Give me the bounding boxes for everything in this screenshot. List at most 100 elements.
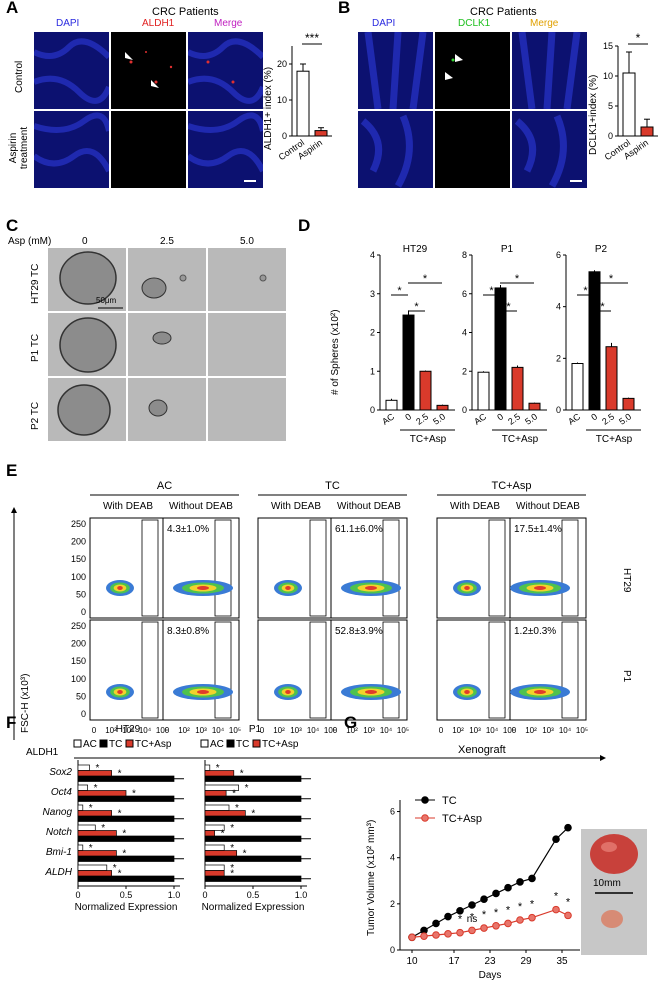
panel-d-bar [571,363,584,411]
panel-d-title: P1 [501,244,514,255]
panel-e-percent-label: 17.5±1.4% [514,524,562,535]
panel-a-ytick-label: 20 [277,59,287,69]
panel-f-legend-swatch [226,739,235,748]
panel-b-ylabel: DCLK1+index (%) [588,74,599,155]
panel-f-bar [77,775,175,782]
panel-f-bar [77,870,112,877]
panel-f-xlabel: Normalized Expression [202,902,305,913]
panel-e-subgroup-label: Without DEAB [516,501,580,512]
panel-d-sig-label: * [583,285,588,297]
panel-d-bar [511,366,524,411]
panel-g-xtick-label: 10 [406,956,418,967]
panel-g-xtick-label: 29 [520,956,532,967]
panel-g-sig-label: * [518,901,523,913]
panel-f-bar [77,810,112,817]
panel-a-ylabel: ALDH1+ index (%) [263,66,274,150]
panel-e-row-label: P1 [621,670,632,683]
panel-f-bar [77,830,117,837]
panel-g-ytick-label: 6 [390,807,395,817]
panel-b-control-dapi-image [358,32,433,109]
panel-d-sig-label: * [414,301,419,313]
panel-d-ytick-label: 4 [462,328,467,338]
panel-e-flow-grid: AC TC TC+Asp With DEAB Without DEAB With DEAB… [11,480,632,761]
panel-b-merge-label: Merge [530,18,559,29]
panel-f-sig-label: * [118,769,122,780]
panel-g-point [528,874,536,883]
panel-f-sig-label: * [251,809,255,820]
panel-g-sig-label: * [482,909,487,921]
panel-f-sig-label: * [101,823,105,834]
panel-d-group-label: TC+Asp [596,434,633,445]
panel-g-sig-label: * [458,914,463,926]
panel-e-density-core [464,690,470,694]
panel-b-title: CRC Patients [470,6,537,18]
panel-f-gene-label: Oct4 [51,787,73,798]
panel-d-bar [605,346,618,411]
panel-e-gate [141,621,159,719]
panel-e-density-core [117,586,123,590]
panel-e-xtick-label: 10⁴ [212,726,225,735]
panel-g-point [468,901,476,909]
panel-e-flow-plot [257,619,335,721]
panel-f-bar [77,844,84,851]
panel-e-ytick-label: 150 [71,554,86,564]
panel-g-point [432,931,440,939]
panel-f-letter: F [6,713,17,732]
panel-f-sig-label: * [216,763,220,774]
panel-f-sig-label: * [240,769,244,780]
panel-f-gene-label: ALDH [44,867,72,878]
panel-d-sig-label: * [397,285,402,297]
panel-g-sig-label: * [530,899,535,911]
panel-e-flow-plot [330,517,408,619]
panel-e-density-core [365,586,377,590]
panel-f-bar [204,870,225,877]
panel-f-sig-label: * [243,849,247,860]
panel-e-flow-plot [509,517,587,619]
panel-e-xtick-label: 10² [346,726,358,735]
panel-e-flow-plot [162,619,240,721]
panel-g-point [528,913,536,922]
panel-e-xtick-label: 10⁴ [559,726,572,735]
panel-f-legend-swatch [200,739,209,748]
panel-e-subgroup-label: With DEAB [450,501,500,512]
panel-c-p2-2-5-image [128,378,206,441]
panel-e-xtick-label: 10⁴ [486,726,499,735]
panel-e-gate [561,519,579,617]
panel-b-aspirin-merge-image [512,111,587,188]
panel-e-xtick-label: 10² [452,726,464,735]
panel-d-bar [436,404,449,411]
panel-d-group-label: TC+Asp [502,434,539,445]
panel-b-control-merge-image [512,32,587,109]
panel-f-xtick-label: 0 [202,890,207,900]
panel-e-xtick-label: 10⁴ [307,726,320,735]
panel-c-row-p2: P2 TC [30,401,41,430]
panel-e-xtick-label: 10³ [542,726,554,735]
panel-f-xtick-label: 0.5 [247,890,260,900]
panel-g-point [480,924,488,932]
panel-g-line-chart: 0 2 4 6 10 17 23 29 35 Days TC * * * * * * * * * * TC+Asp ns [390,795,580,981]
panel-a-control-merge-image [188,32,263,109]
panel-f-legend-label: TC [236,739,249,750]
panel-e-xtick-label: 0 [512,726,517,735]
panel-c-ht29-5-0-image [208,248,286,311]
panel-f-bar [77,815,175,822]
panel-a-aspirin-merge-image [188,111,263,188]
panel-b-ytick-label: 15 [603,41,613,51]
panel-e-xtick-label: 0 [92,726,97,735]
panel-a-ytick-label: 0 [282,131,287,141]
panel-d-ytick-label: 6 [556,250,561,260]
panel-f-sig-label: * [230,869,234,880]
panel-a-sig-label: *** [305,31,319,45]
panel-f-bar [204,855,302,862]
panel-d-ytick-label: 2 [462,366,467,376]
panel-f-bar [77,824,96,831]
panel-e-xtick-label: 10² [525,726,537,735]
panel-e-xtick-label: 10⁵ [576,726,588,735]
panel-g-xtick-label: 23 [484,956,496,967]
panel-e-flow-plot [436,517,514,619]
panel-g-point [492,921,500,930]
panel-b-ytick-label: 0 [608,131,613,141]
panel-e-xarrow-head [600,755,606,761]
panel-d-ytick-label: 0 [462,405,467,415]
